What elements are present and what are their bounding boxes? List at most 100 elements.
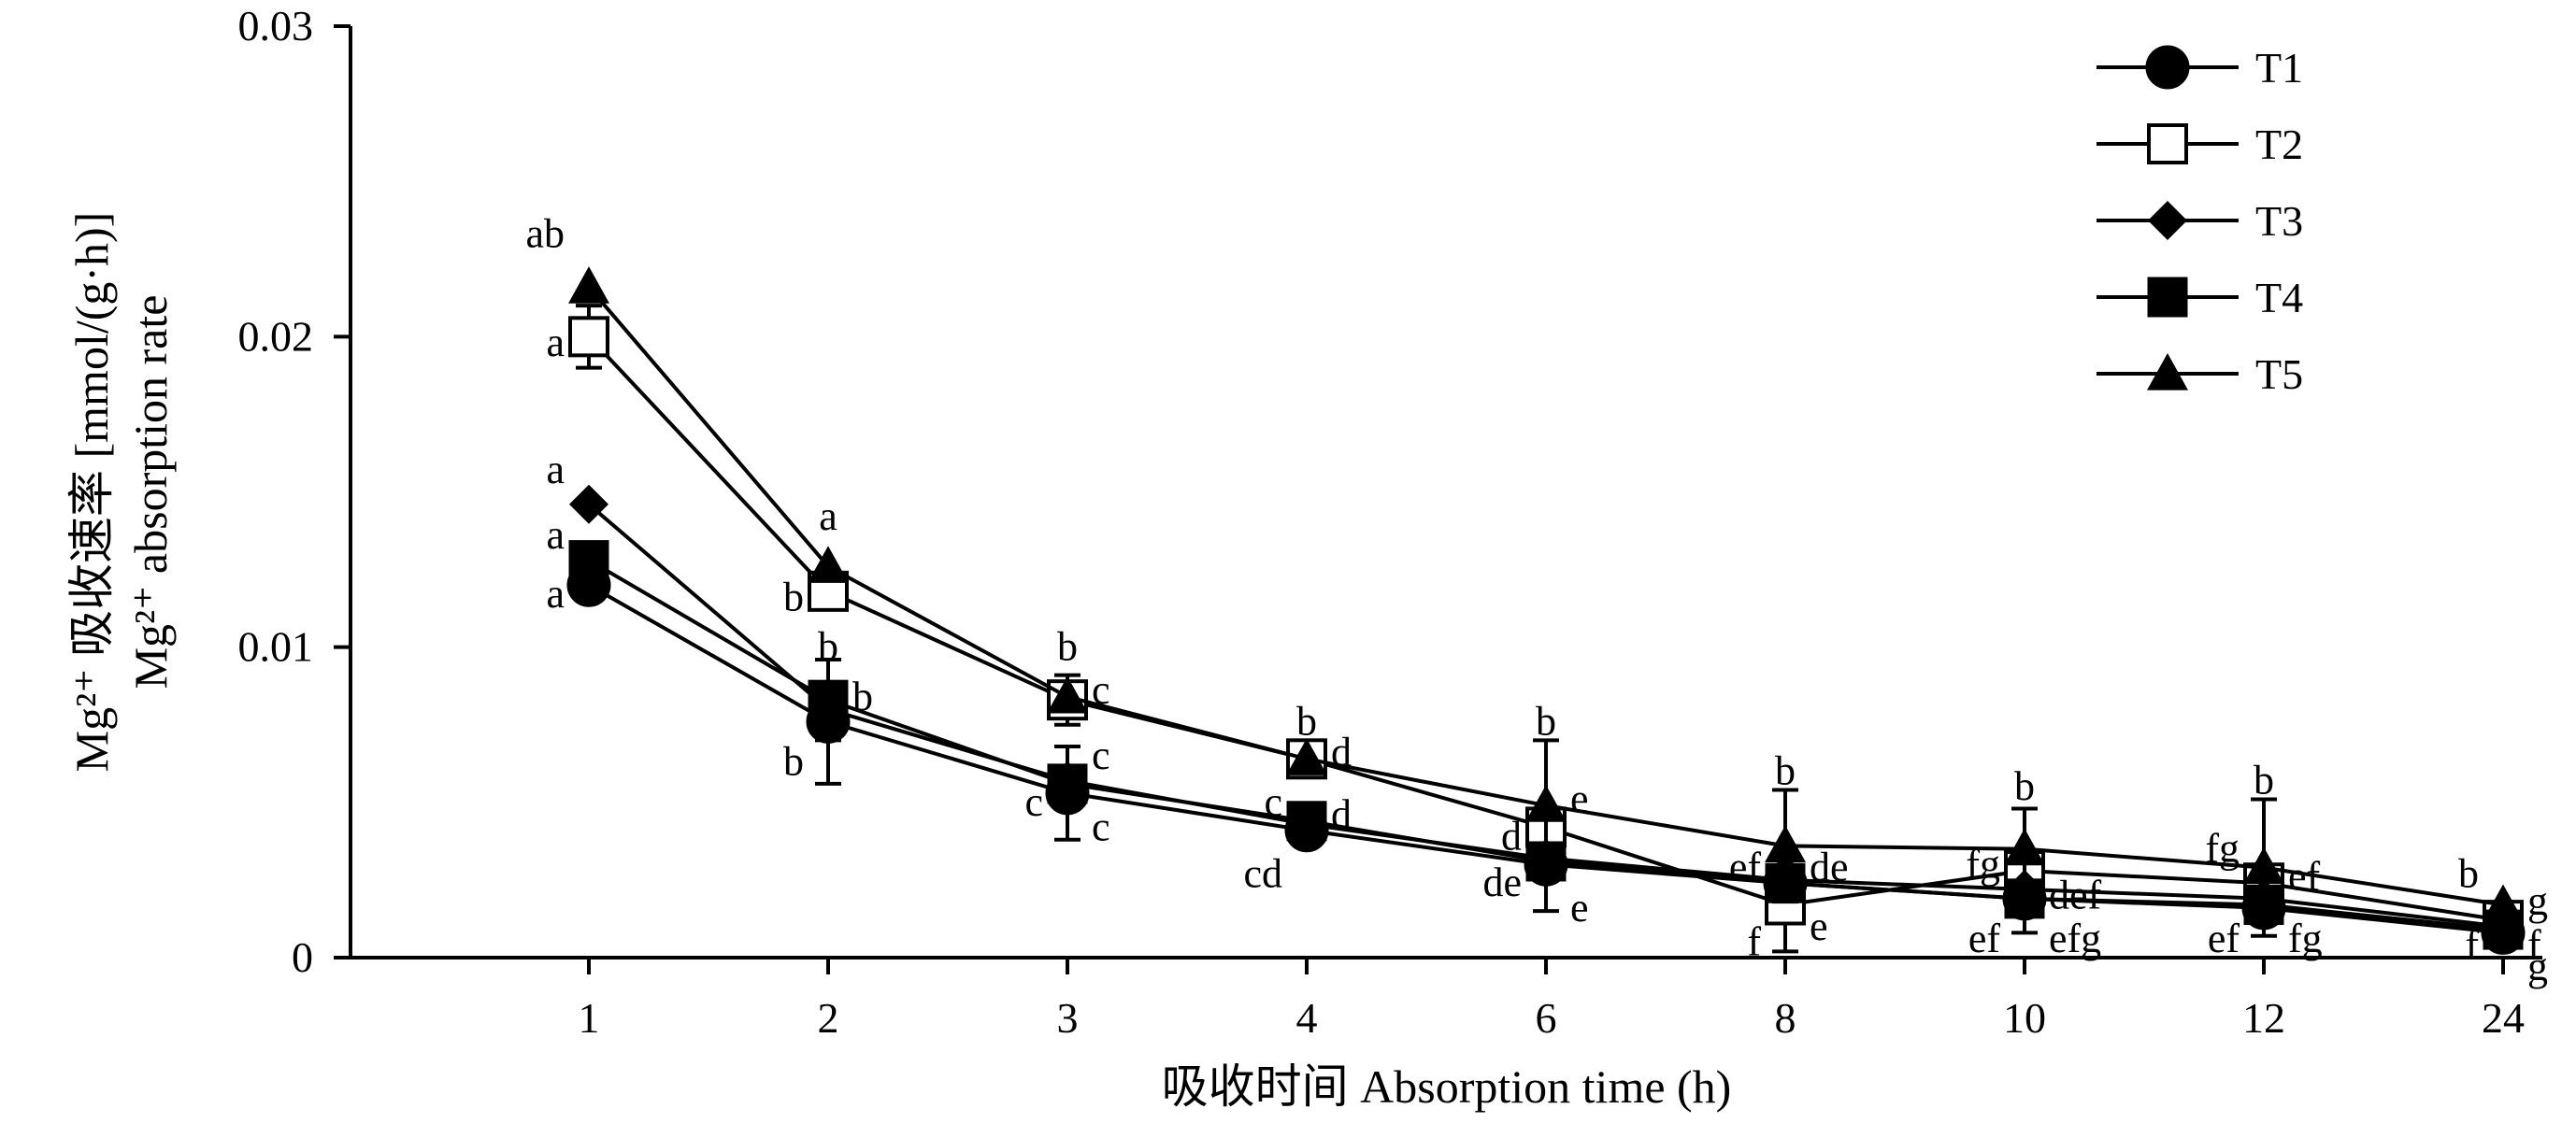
x-tick-label: 12 [2242,994,2285,1042]
significance-label: ef [1968,916,2001,961]
significance-label: c [1264,779,1282,825]
significance-label: e [1570,776,1589,822]
significance-label: b [1775,748,1796,794]
y-axis-title-line1: Mg²⁺ 吸收速率 [mmol/(g·h)] [65,212,118,773]
significance-label: b [1296,698,1317,744]
data-point [1047,675,1088,714]
significance-label: de [1810,845,1849,890]
legend-label: T5 [2255,350,2303,398]
x-tick-label: 2 [818,994,839,1042]
significance-label: efg [2049,916,2101,961]
significance-label: d [1501,813,1522,859]
significance-label: f [2465,922,2479,968]
legend-marker [2145,45,2190,90]
y-tick-label: 0.02 [238,312,314,360]
series-group [566,266,2526,955]
legend-item-T2: T2 [2097,121,2303,168]
legend-marker [2147,277,2188,318]
legend-label: T1 [2255,44,2303,92]
series-T5 [568,266,2524,938]
significance-label: ef [1729,845,1762,890]
significance-label: a [546,571,565,617]
legend-label: T4 [2255,274,2303,321]
legend-label: T3 [2255,197,2303,245]
significance-label: b [1057,624,1078,670]
data-point [568,316,609,358]
data-point [2483,884,2524,922]
significance-label: ef [2208,916,2240,961]
significance-label: a [546,447,565,492]
data-point [1525,785,1567,822]
legend-marker [2147,353,2188,391]
significance-label: ef [2288,854,2321,900]
significance-label: de [1482,860,1522,905]
axes [349,26,2542,960]
x-axis-title: 吸收时间 Absorption time (h) [1162,1060,1732,1113]
significance-label: d [1331,730,1352,775]
legend-item-T4: T4 [2097,274,2303,321]
data-point [1286,801,1327,842]
significance-label: c [1024,779,1043,825]
data-point [568,540,609,581]
legend-label: T2 [2255,121,2303,168]
legend: T1 T2 T3 T4 T5 [2097,44,2303,398]
x-tick-label: 3 [1057,994,1079,1042]
significance-label: d [1331,791,1352,837]
legend-item-T1: T1 [2097,44,2303,92]
x-tick-label: 8 [1775,994,1796,1042]
significance-label: g [2527,878,2548,924]
significance-label: b [783,739,804,785]
legend-item-T5: T5 [2097,350,2303,398]
significance-label: b [1536,698,1556,744]
y-tick-label: 0 [292,933,313,981]
data-point [808,679,849,720]
significance-label: fg [2288,916,2323,961]
y-tick-label: 0.03 [238,2,314,50]
data-point [1765,825,1806,862]
x-ticks: 1 2 3 4 6 8 10 12 24 [579,958,2525,1042]
significance-label: b [2458,850,2479,896]
significance-label: b [818,624,838,670]
significance-label: b [2014,763,2035,809]
significance-label: b [783,574,804,619]
legend-marker [2147,123,2188,164]
significance-label: g [2527,944,2548,989]
significance-label: c [1092,667,1110,713]
legend-marker [2148,201,2187,240]
x-tick-label: 4 [1296,994,1318,1042]
significance-label: b [852,674,873,719]
data-point [808,546,849,583]
significance-label: a [546,512,565,558]
y-tick-label: 0.01 [238,623,314,671]
x-tick-label: 6 [1536,994,1557,1042]
y-axis-title-line2: Mg²⁺ absorption rate [124,295,177,689]
significance-label: def [2049,873,2102,918]
x-tick-label: 1 [579,994,600,1042]
y-ticks: 0 0.01 0.02 0.03 [238,2,351,981]
significance-label: f [1747,918,1761,964]
significance-label: b [2254,758,2274,803]
x-tick-label: 10 [2003,994,2046,1042]
data-point [568,266,609,304]
significance-label: e [1570,885,1589,931]
legend-item-T3: T3 [2097,197,2303,245]
significance-label: a [546,320,565,365]
data-point [2243,846,2284,885]
series-T4 [568,540,2524,950]
data-point [569,484,608,524]
x-tick-label: 24 [2482,994,2525,1042]
significance-label: c [1092,803,1110,849]
data-point [2004,828,2045,866]
significance-label: e [1810,903,1828,949]
data-point [1286,738,1327,775]
significance-label: ab [525,211,565,257]
significance-label: c [1092,732,1110,778]
significance-label: f [2527,922,2541,968]
significance-label: fg [2205,826,2240,872]
significance-label: a [819,493,837,539]
significance-label: fg [1966,841,2000,887]
data-point [1047,763,1088,804]
